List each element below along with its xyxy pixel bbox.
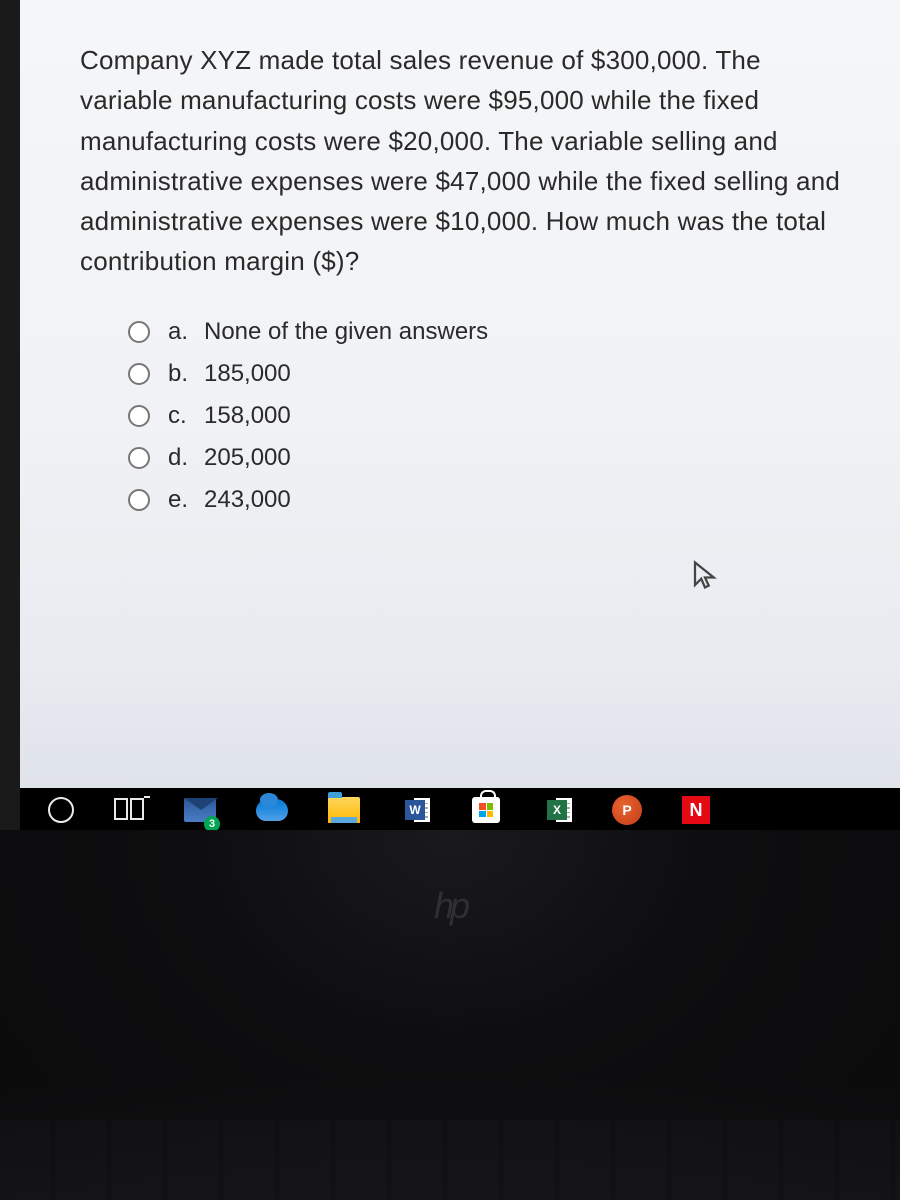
options-group: a. None of the given answers b. 185,000 … bbox=[128, 318, 860, 514]
question-text: Company XYZ made total sales revenue of … bbox=[80, 40, 860, 282]
cursor-icon bbox=[690, 560, 720, 590]
onedrive-icon[interactable] bbox=[256, 794, 288, 826]
option-a[interactable]: a. None of the given answers bbox=[128, 318, 860, 346]
option-letter: c. bbox=[168, 402, 204, 430]
option-letter: d. bbox=[168, 444, 204, 472]
option-text: 205,000 bbox=[204, 444, 291, 472]
option-text: 158,000 bbox=[204, 402, 291, 430]
option-c[interactable]: c. 158,000 bbox=[128, 402, 860, 430]
option-e[interactable]: e. 243,000 bbox=[128, 486, 860, 514]
word-letter: W bbox=[405, 800, 425, 820]
quiz-screen: Company XYZ made total sales revenue of … bbox=[20, 0, 900, 830]
mail-app-icon[interactable]: 3 bbox=[184, 794, 216, 826]
excel-letter: X bbox=[547, 800, 567, 820]
option-text: None of the given answers bbox=[204, 318, 488, 346]
option-letter: b. bbox=[168, 360, 204, 388]
option-letter: e. bbox=[168, 486, 204, 514]
option-text: 185,000 bbox=[204, 360, 291, 388]
word-icon[interactable]: W bbox=[400, 796, 430, 824]
keyboard-area bbox=[0, 1080, 900, 1200]
radio-d[interactable] bbox=[128, 447, 150, 469]
option-b[interactable]: b. 185,000 bbox=[128, 360, 860, 388]
radio-e[interactable] bbox=[128, 489, 150, 511]
task-view-icon[interactable] bbox=[114, 798, 144, 822]
file-explorer-icon[interactable] bbox=[328, 794, 360, 826]
option-d[interactable]: d. 205,000 bbox=[128, 444, 860, 472]
hp-logo: hp bbox=[434, 885, 466, 927]
radio-a[interactable] bbox=[128, 321, 150, 343]
microsoft-store-icon[interactable] bbox=[470, 794, 502, 826]
option-letter: a. bbox=[168, 318, 204, 346]
taskbar: 3 W X P N bbox=[20, 788, 900, 832]
powerpoint-icon[interactable]: P bbox=[612, 795, 642, 825]
cortana-icon[interactable] bbox=[48, 797, 74, 823]
option-text: 243,000 bbox=[204, 486, 291, 514]
radio-c[interactable] bbox=[128, 405, 150, 427]
netflix-icon[interactable]: N bbox=[682, 796, 710, 824]
excel-icon[interactable]: X bbox=[542, 796, 572, 824]
radio-b[interactable] bbox=[128, 363, 150, 385]
